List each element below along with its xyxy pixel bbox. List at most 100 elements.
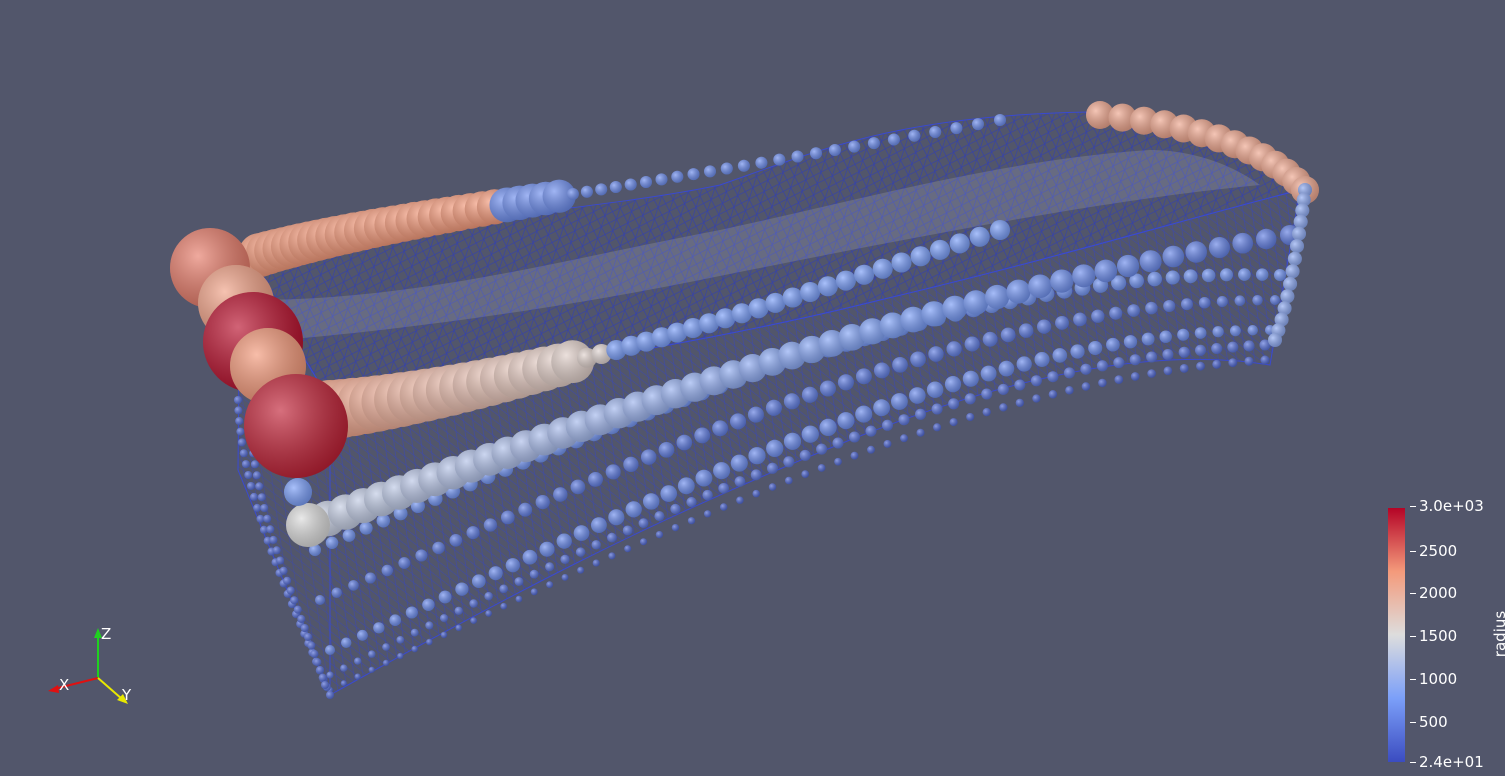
sphere-glyph-shade xyxy=(1162,245,1185,268)
sphere-glyph-shade xyxy=(1146,351,1158,363)
sphere-glyph-shade xyxy=(791,150,804,163)
sphere-glyph-shade xyxy=(325,536,339,549)
sphere-glyph-shade xyxy=(969,226,990,247)
sphere-glyph-shade xyxy=(354,657,362,665)
sphere-glyph-shade xyxy=(624,545,632,553)
colorbar-tick-2500: 2500 xyxy=(1410,542,1457,560)
sphere-glyph-shade xyxy=(411,645,418,653)
sphere-glyph-shade xyxy=(1145,301,1158,315)
sphere-glyph-shade xyxy=(1212,326,1224,338)
sphere-glyph-shade xyxy=(1227,341,1239,353)
sphere-glyph-shade xyxy=(835,270,856,291)
sphere-glyph-shade xyxy=(1185,241,1207,263)
sphere-glyph-shade xyxy=(783,456,795,468)
sphere-glyph-shade xyxy=(1247,325,1258,336)
sphere-glyph-shade xyxy=(720,503,728,511)
sphere-glyph-shade xyxy=(535,495,550,510)
sphere-glyph-shade xyxy=(834,457,842,466)
sphere-glyph-shade xyxy=(695,469,713,487)
sphere-glyph-shade xyxy=(1037,319,1052,334)
sphere-glyph-shade xyxy=(1114,375,1124,384)
sphere-glyph-shade xyxy=(239,449,248,458)
sphere-glyph-shade xyxy=(704,510,712,518)
sphere-glyph-shade xyxy=(651,327,672,348)
sphere-glyph-shade xyxy=(1109,306,1123,320)
sphere-glyph-shade xyxy=(316,666,325,674)
sphere-glyph-shade xyxy=(364,572,376,584)
sphere-glyph-shade xyxy=(1111,275,1127,291)
sphere-glyph-shade xyxy=(963,290,989,315)
sphere-glyph-shade xyxy=(687,168,700,181)
sphere-glyph-shade xyxy=(785,476,793,485)
sphere-glyph-shade xyxy=(354,673,361,680)
sphere-glyph-shade xyxy=(396,636,405,644)
sphere-glyph-shade xyxy=(561,574,569,581)
sphere-glyph-shade xyxy=(832,437,844,449)
sphere-glyph-shade xyxy=(898,414,910,426)
sphere-glyph-shade xyxy=(801,386,818,403)
sphere-glyph-shade xyxy=(837,412,855,430)
sphere-glyph-shade xyxy=(1216,296,1228,307)
colorbar-title: radius xyxy=(1491,610,1505,658)
sphere-glyph-shade xyxy=(859,318,886,345)
sphere-glyph-shade xyxy=(755,156,768,169)
sphere-glyph-shade xyxy=(1016,356,1032,372)
sphere-glyph-shade xyxy=(300,624,309,632)
sphere-glyph-shade xyxy=(556,533,572,549)
sphere-glyph-shade xyxy=(244,471,253,479)
sphere-glyph-shade xyxy=(607,532,617,543)
sphere-glyph-shade xyxy=(1086,101,1114,129)
sphere-glyph-shade xyxy=(455,624,462,631)
sphere-glyph-shade xyxy=(566,188,579,200)
sphere-glyph-shade xyxy=(882,419,893,431)
sphere-glyph-shade xyxy=(591,540,601,550)
sphere-glyph-shade xyxy=(410,628,419,637)
sphere-glyph-shade xyxy=(720,162,733,175)
sphere-glyph-shade xyxy=(1243,340,1255,352)
sphere-glyph-shade xyxy=(546,581,553,588)
sphere-glyph-shade xyxy=(432,541,445,555)
sphere-glyph-shade xyxy=(1232,232,1253,254)
orientation-axes[interactable]: Z X Y xyxy=(40,620,150,715)
sphere-glyph-shade xyxy=(260,525,268,534)
sphere-glyph-shade xyxy=(748,298,769,319)
sphere-glyph-shade xyxy=(1274,312,1289,327)
sphere-glyph-shade xyxy=(260,504,269,512)
sphere-glyph-shade xyxy=(891,393,908,410)
sphere-glyph-shade xyxy=(256,514,265,523)
sphere-glyph-shade xyxy=(1147,369,1156,378)
sphere-glyph-shade xyxy=(518,502,533,517)
sphere-glyph-shade xyxy=(1163,366,1173,376)
sphere-glyph-shade xyxy=(1163,300,1176,312)
x-axis-label: X xyxy=(59,676,69,694)
sphere-glyph-shade xyxy=(655,173,668,186)
sphere-glyph-shade xyxy=(269,535,278,544)
sphere-glyph-shade xyxy=(748,447,766,465)
sphere-glyph-shade xyxy=(1028,274,1052,299)
sphere-glyph-shade xyxy=(1228,358,1238,367)
sphere-glyph-shade xyxy=(376,514,390,528)
sphere-glyph-shade xyxy=(944,376,962,393)
sphere-glyph-shade xyxy=(677,477,695,495)
sphere-glyph-shade xyxy=(1088,341,1103,355)
sphere-glyph-shade xyxy=(962,370,979,387)
sphere-glyph-shade xyxy=(625,501,642,518)
sphere-glyph-shade xyxy=(1179,364,1189,373)
sphere-glyph-shade xyxy=(855,405,873,423)
sphere-glyph-shade xyxy=(279,566,288,575)
sphere-glyph-shade xyxy=(609,181,622,193)
sphere-glyph-shade xyxy=(900,434,908,443)
sphere-glyph-shade xyxy=(765,399,782,416)
sphere-glyph-shade xyxy=(244,374,348,478)
sphere-glyph-shade xyxy=(972,118,984,131)
sphere-glyph-shade xyxy=(752,489,760,498)
sphere-glyph-shade xyxy=(946,341,962,357)
sphere-glyph-shade xyxy=(817,464,826,472)
sphere-glyph-shade xyxy=(483,518,497,532)
sphere-glyph-shade xyxy=(1129,354,1141,366)
sphere-glyph-shade xyxy=(883,440,892,448)
sphere-glyph-shade xyxy=(505,558,520,573)
sphere-glyph-shade xyxy=(381,564,393,577)
